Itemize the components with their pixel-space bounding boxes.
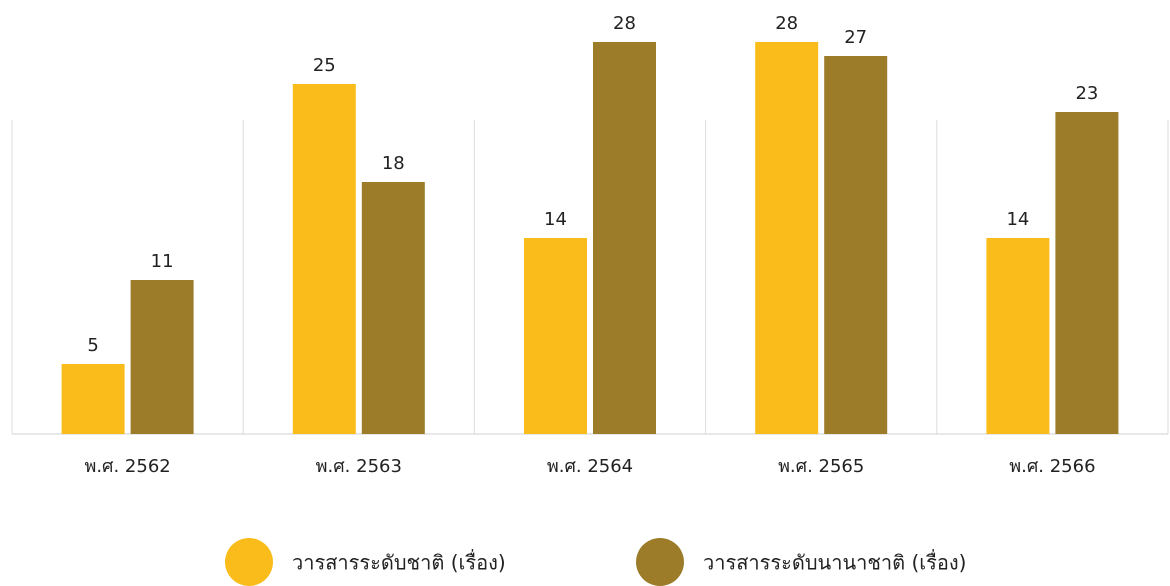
data-label: 11 <box>151 251 174 272</box>
data-label: 25 <box>313 55 336 76</box>
legend-swatch <box>636 538 684 586</box>
data-label: 28 <box>613 13 636 34</box>
legend-swatch <box>225 538 273 586</box>
data-label: 18 <box>382 153 405 174</box>
x-tick-label: พ.ศ. 2563 <box>316 456 402 477</box>
bar <box>593 42 656 434</box>
data-label: 23 <box>1075 83 1098 104</box>
bar <box>986 238 1050 434</box>
data-label: 28 <box>775 13 798 34</box>
x-tick-label: พ.ศ. 2564 <box>547 456 633 477</box>
x-tick-label: พ.ศ. 2565 <box>778 456 864 477</box>
legend-label: วารสารระดับชาติ (เรื่อง) <box>292 549 506 575</box>
data-label: 14 <box>544 209 567 230</box>
bar <box>755 42 819 434</box>
legend-label: วารสารระดับนานาชาติ (เรื่อง) <box>703 549 966 575</box>
bar <box>61 364 125 434</box>
bar <box>130 280 194 434</box>
bar <box>292 84 356 434</box>
bar <box>1055 112 1119 434</box>
x-tick-label: พ.ศ. 2566 <box>1009 456 1095 477</box>
x-tick-label: พ.ศ. 2562 <box>84 456 170 477</box>
bar <box>524 238 587 434</box>
bar <box>361 182 425 434</box>
bar <box>824 56 888 434</box>
data-label: 14 <box>1006 209 1029 230</box>
data-label: 27 <box>844 27 867 48</box>
data-label: 5 <box>87 335 98 356</box>
